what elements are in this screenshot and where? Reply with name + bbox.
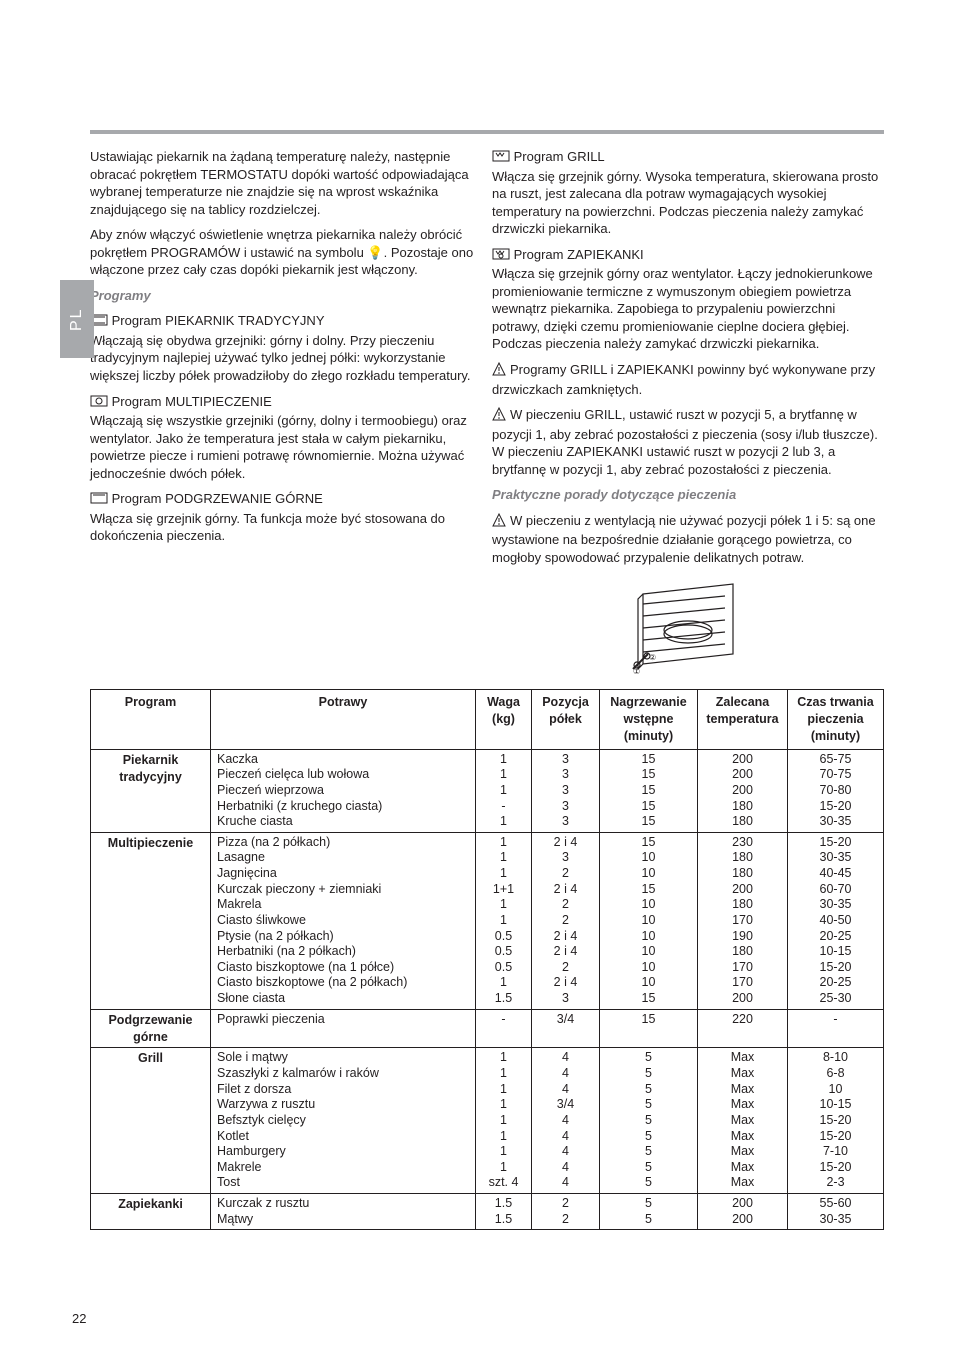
table-cell: 33333 xyxy=(532,749,600,832)
warning-icon xyxy=(492,513,506,532)
table-cell: 230180180200180170190180170170200 xyxy=(698,832,788,1009)
prog-gratin-title: Program ZAPIEKANKI xyxy=(492,247,644,262)
table-cell: 2 i 4322 i 4222 i 42 i 422 i 43 xyxy=(532,832,600,1009)
warning-icon xyxy=(492,407,506,426)
tips-heading: Praktyczne porady dotyczące pieczenia xyxy=(492,486,884,504)
table-cell: Kurczak z rusztuMątwy xyxy=(211,1194,476,1230)
table-cell: Poprawki pieczenia xyxy=(211,1009,476,1048)
prog-multi-title-text: Program MULTIPIECZENIE xyxy=(112,394,272,409)
programs-heading: Programy xyxy=(90,287,482,305)
th-weight: Waga (kg) xyxy=(476,690,532,750)
warning-2: W pieczeniu GRILL, ustawić ruszt w pozyc… xyxy=(492,406,884,478)
prog-gratin-body: Włącza się grzejnik górny oraz wentylato… xyxy=(492,265,884,353)
prog-top-title: Program PODGRZEWANIE GÓRNE xyxy=(90,491,323,506)
prog-grill-title-text: Program GRILL xyxy=(514,149,605,164)
table-cell: 15 xyxy=(600,1009,698,1048)
table-cell: 55 xyxy=(600,1194,698,1230)
right-column: Program GRILL Włącza się grzejnik górny.… xyxy=(492,148,884,689)
warning-icon xyxy=(492,362,506,381)
table-cell: 4443/444444 xyxy=(532,1048,600,1194)
program-cell: Zapiekanki xyxy=(91,1194,211,1230)
table-cell: 555555555 xyxy=(600,1048,698,1194)
prog-multi-title: Program MULTIPIECZENIE xyxy=(90,394,272,409)
svg-text:①: ① xyxy=(633,667,640,674)
language-tab: PL xyxy=(60,280,94,358)
table-cell: 111-1 xyxy=(476,749,532,832)
prog-grill-title: Program GRILL xyxy=(492,149,605,164)
th-shelf: Pozycja półek xyxy=(532,690,600,750)
table-cell: 11111111szt. 4 xyxy=(476,1048,532,1194)
table-cell: 55-6030-35 xyxy=(788,1194,884,1230)
tips-body-text: W pieczeniu z wentylacją nie używać pozy… xyxy=(492,513,876,565)
th-temp: Zalecana temperatura xyxy=(698,690,788,750)
th-preheat: Nagrzewanie wstępne (minuty) xyxy=(600,690,698,750)
table-cell: - xyxy=(476,1009,532,1048)
prog-trad-body: Włączają się obydwa grzejniki: górny i d… xyxy=(90,332,482,385)
table-cell: 65-7570-7570-8015-2030-35 xyxy=(788,749,884,832)
header-rule xyxy=(90,130,884,134)
prog-trad-title-text: Program PIEKARNIK TRADYCYJNY xyxy=(112,313,325,328)
prog-grill-body: Włącza się grzejnik górny. Wysoka temper… xyxy=(492,168,884,238)
left-p1: Ustawiając piekarnik na żądaną temperatu… xyxy=(90,148,482,218)
table-cell: - xyxy=(788,1009,884,1048)
table-cell: 1510101510101010101015 xyxy=(600,832,698,1009)
left-p2: Aby znów włączyć oświetlenie wnętrza pie… xyxy=(90,226,482,279)
program-cell: Multipieczenie xyxy=(91,832,211,1009)
th-program: Program xyxy=(91,690,211,750)
table-cell: 200200200180180 xyxy=(698,749,788,832)
table-cell: 22 xyxy=(532,1194,600,1230)
program-cell: Piekarniktradycyjny xyxy=(91,749,211,832)
table-cell: 1111+1110.50.50.511.5 xyxy=(476,832,532,1009)
table-cell: 1515151515 xyxy=(600,749,698,832)
tips-body: W pieczeniu z wentylacją nie używać pozy… xyxy=(492,512,884,567)
program-cell: Grill xyxy=(91,1048,211,1194)
table-cell: KaczkaPieczeń cielęca lub wołowaPieczeń … xyxy=(211,749,476,832)
warning-1: Programy GRILL i ZAPIEKANKI powinny być … xyxy=(492,361,884,398)
prog-top-title-text: Program PODGRZEWANIE GÓRNE xyxy=(112,491,323,506)
oven-diagram: ① ② xyxy=(492,574,884,679)
cooking-table: Program Potrawy Waga (kg) Pozycja półek … xyxy=(90,689,884,1230)
th-dish: Potrawy xyxy=(211,690,476,750)
table-cell: 220 xyxy=(698,1009,788,1048)
table-cell: 200200 xyxy=(698,1194,788,1230)
prog-trad-title: Program PIEKARNIK TRADYCYJNY xyxy=(90,313,325,328)
table-cell: 15-2030-3540-4560-7030-3540-5020-2510-15… xyxy=(788,832,884,1009)
page-number: 22 xyxy=(72,1310,86,1328)
prog-top-body: Włącza się grzejnik górny. Ta funkcja mo… xyxy=(90,510,482,545)
table-cell: 8-106-81010-1515-2015-207-1015-202-3 xyxy=(788,1048,884,1194)
svg-text:②: ② xyxy=(649,653,656,662)
table-cell: Pizza (na 2 półkach)LasagneJagnięcinaKur… xyxy=(211,832,476,1009)
th-time: Czas trwania pieczenia (minuty) xyxy=(788,690,884,750)
table-cell: 3/4 xyxy=(532,1009,600,1048)
warning-2-text: W pieczeniu GRILL, ustawić ruszt w pozyc… xyxy=(492,407,878,477)
left-column: Ustawiając piekarnik na żądaną temperatu… xyxy=(90,148,482,689)
table-cell: MaxMaxMaxMaxMaxMaxMaxMaxMax xyxy=(698,1048,788,1194)
prog-multi-body: Włączają się wszystkie grzejniki (górny,… xyxy=(90,412,482,482)
warning-1-text: Programy GRILL i ZAPIEKANKI powinny być … xyxy=(492,362,875,397)
prog-gratin-title-text: Program ZAPIEKANKI xyxy=(514,247,644,262)
table-cell: Sole i mątwySzaszłyki z kalmarów i raków… xyxy=(211,1048,476,1194)
table-cell: 1.51.5 xyxy=(476,1194,532,1230)
program-cell: Podgrzewaniegórne xyxy=(91,1009,211,1048)
